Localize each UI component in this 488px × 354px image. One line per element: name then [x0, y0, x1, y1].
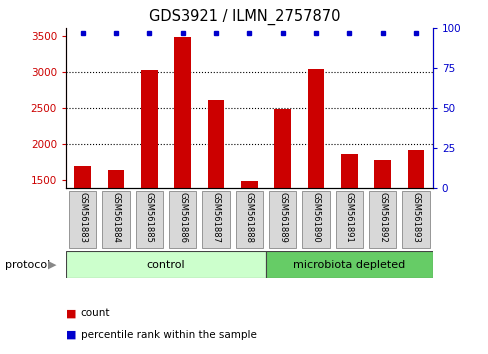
Text: GSM561890: GSM561890: [311, 192, 320, 243]
Text: GSM561883: GSM561883: [78, 192, 87, 243]
Text: GSM561888: GSM561888: [244, 192, 253, 243]
Text: GSM561887: GSM561887: [211, 192, 220, 243]
Bar: [235, 191, 263, 249]
Bar: [174, 37, 191, 289]
Bar: [102, 191, 129, 249]
Text: GSM561892: GSM561892: [378, 192, 386, 243]
Bar: [374, 160, 390, 289]
Bar: [241, 181, 257, 289]
Text: GSM561884: GSM561884: [111, 192, 120, 243]
Bar: [407, 150, 424, 289]
Text: GSM561891: GSM561891: [344, 192, 353, 243]
Bar: [274, 109, 290, 289]
Text: GSM561893: GSM561893: [411, 192, 420, 243]
Bar: [302, 191, 329, 249]
Text: ▶: ▶: [48, 260, 57, 270]
Bar: [341, 154, 357, 289]
Text: ■: ■: [66, 308, 76, 318]
Bar: [136, 191, 163, 249]
Bar: [107, 170, 124, 289]
Bar: [202, 191, 229, 249]
Bar: [307, 69, 324, 289]
Bar: [169, 191, 196, 249]
Bar: [207, 100, 224, 289]
Bar: [66, 251, 265, 278]
Bar: [268, 191, 296, 249]
Bar: [402, 191, 429, 249]
Bar: [265, 251, 432, 278]
Bar: [74, 166, 91, 289]
Text: protocol: protocol: [5, 260, 50, 270]
Bar: [141, 70, 157, 289]
Text: percentile rank within the sample: percentile rank within the sample: [81, 330, 256, 339]
Text: control: control: [146, 259, 185, 270]
Text: microbiota depleted: microbiota depleted: [293, 259, 405, 270]
Text: GSM561889: GSM561889: [278, 192, 286, 243]
Bar: [368, 191, 396, 249]
Text: GSM561886: GSM561886: [178, 192, 187, 243]
Text: count: count: [81, 308, 110, 318]
Bar: [69, 191, 96, 249]
Text: GDS3921 / ILMN_2757870: GDS3921 / ILMN_2757870: [148, 9, 340, 25]
Text: GSM561885: GSM561885: [144, 192, 154, 243]
Text: ■: ■: [66, 330, 76, 339]
Bar: [335, 191, 362, 249]
